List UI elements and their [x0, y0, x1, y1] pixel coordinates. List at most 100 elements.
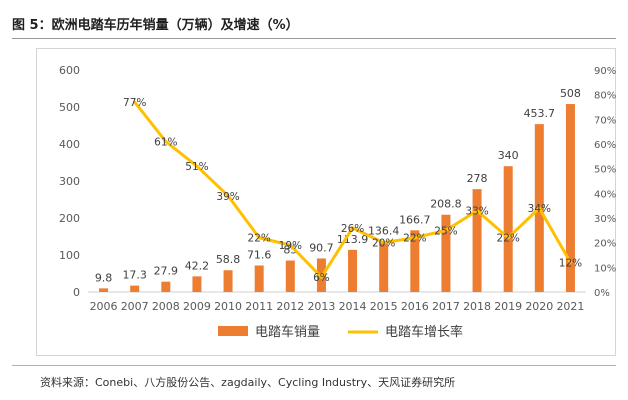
y-left-tick-label: 200: [59, 212, 80, 225]
source-note: 资料来源：Conebi、八方股份公告、zagdaily、Cycling Indu…: [40, 376, 456, 389]
legend-bar-label: 电踏车销量: [255, 324, 320, 340]
line-value-label: 22%: [497, 233, 520, 245]
legend-bar-swatch: [218, 326, 248, 336]
bar: [565, 104, 575, 292]
line-point: [537, 206, 541, 210]
x-tick-label: 2014: [339, 300, 367, 313]
line-value-label: 22%: [248, 233, 271, 245]
title-divider: [12, 38, 616, 39]
bar: [192, 276, 202, 292]
line-value-label: 25%: [434, 225, 457, 237]
line-point: [475, 209, 479, 213]
x-tick-label: 2006: [90, 300, 118, 313]
line-point: [413, 236, 417, 240]
line-value-label: 33%: [465, 206, 488, 218]
line-point: [506, 236, 510, 240]
bar-labels: 9.8 17.3 27.9 42.2 58.8 71.6 85 90.7113.9136.41…: [95, 87, 581, 284]
bar-value-label: 90.7: [309, 241, 334, 254]
x-tick-label: 2019: [494, 300, 522, 313]
line-point: [164, 140, 168, 144]
bar-value-label: 508: [560, 87, 581, 100]
bar: [254, 265, 264, 292]
bar-value-label: 166.7: [399, 213, 431, 226]
x-tick-label: 2017: [432, 300, 460, 313]
x-tick-label: 2016: [401, 300, 429, 313]
bar: [285, 260, 295, 292]
bar-value-label: 27.9: [154, 265, 179, 278]
bar: [410, 230, 420, 292]
footer-divider: [12, 365, 616, 366]
bar-value-label: 71.6: [247, 249, 272, 262]
y-left-tick-label: 500: [59, 101, 80, 114]
y-left-tick-label: 100: [59, 249, 80, 262]
line-value-label: 61%: [154, 137, 177, 149]
line-point: [568, 260, 572, 264]
chart-axes: 0 100 200 300 400 500 600 0% 10% 20% 30% 40% 50% 60% 7…: [59, 64, 616, 313]
chart-legend: 电踏车销量 电踏车增长率: [218, 324, 463, 340]
y-left-tick-label: 600: [59, 64, 80, 77]
bar: [503, 166, 513, 292]
bar-value-label: 42.2: [185, 259, 210, 272]
line-point: [288, 243, 292, 247]
line-point: [319, 275, 323, 279]
bar: [348, 249, 358, 292]
y-right-tick-label: 0%: [594, 288, 610, 299]
x-tick-label: 2018: [463, 300, 491, 313]
line-series: [133, 100, 572, 279]
x-tick-label: 2020: [525, 300, 553, 313]
line-value-label: 51%: [185, 161, 208, 173]
y-right-tick-label: 90%: [594, 66, 616, 77]
line-point: [195, 164, 199, 168]
bar-value-label: 340: [498, 149, 519, 162]
line-value-label: 22%: [403, 233, 426, 245]
x-tick-label: 2008: [152, 300, 180, 313]
bar: [472, 189, 482, 292]
line-point: [351, 226, 355, 230]
x-tick-label: 2021: [556, 300, 584, 313]
bar-value-label: 58.8: [216, 253, 241, 266]
x-tick-label: 2013: [307, 300, 335, 313]
legend-line-label: 电踏车增长率: [385, 324, 463, 340]
x-tick-label: 2010: [214, 300, 242, 313]
bar-value-label: 9.8: [95, 271, 113, 284]
bar-value-label: 278: [467, 172, 488, 185]
line-point: [382, 241, 386, 245]
y-left-tick-label: 400: [59, 138, 80, 151]
line-value-label: 12%: [559, 257, 582, 269]
bar-value-label: 208.8: [430, 198, 462, 211]
bar: [99, 288, 109, 292]
x-tick-label: 2015: [370, 300, 398, 313]
line-value-label: 6%: [313, 272, 330, 284]
y-right-tick-label: 40%: [594, 189, 616, 200]
bar-value-label: 453.7: [524, 107, 556, 120]
line-value-label: 26%: [341, 223, 364, 235]
y-right-tick-label: 70%: [594, 115, 616, 126]
x-tick-label: 2009: [183, 300, 211, 313]
line-value-label: 39%: [216, 191, 239, 203]
y-right-tick-label: 80%: [594, 91, 616, 102]
bar: [130, 285, 140, 292]
x-tick-label: 2011: [245, 300, 273, 313]
line-point: [257, 236, 261, 240]
line-point: [444, 228, 448, 232]
line-labels: 77% 61% 51% 39% 22% 19% 6% 26% 20% 22% 25% 33% 22% 34…: [123, 97, 582, 284]
line-value-label: 19%: [279, 240, 302, 252]
y-right-tick-label: 10%: [594, 263, 616, 274]
bar: [379, 241, 389, 292]
bar-value-label: 136.4: [368, 225, 400, 238]
line-value-label: 77%: [123, 97, 146, 109]
bar: [223, 270, 233, 292]
bar-value-label: 17.3: [122, 269, 147, 282]
y-right-tick-label: 30%: [594, 214, 616, 225]
x-tick-label: 2007: [121, 300, 149, 313]
line-point: [226, 194, 230, 198]
chart-frame: [36, 48, 616, 356]
y-right-tick-label: 20%: [594, 239, 616, 250]
figure-title: 图 5：欧洲电踏车历年销量（万辆）及增速（%）: [12, 18, 299, 33]
bar: [161, 281, 171, 292]
y-right-tick-label: 50%: [594, 165, 616, 176]
y-right-tick-label: 60%: [594, 140, 616, 151]
y-left-tick-label: 0: [73, 286, 80, 299]
line-value-label: 20%: [372, 238, 395, 250]
